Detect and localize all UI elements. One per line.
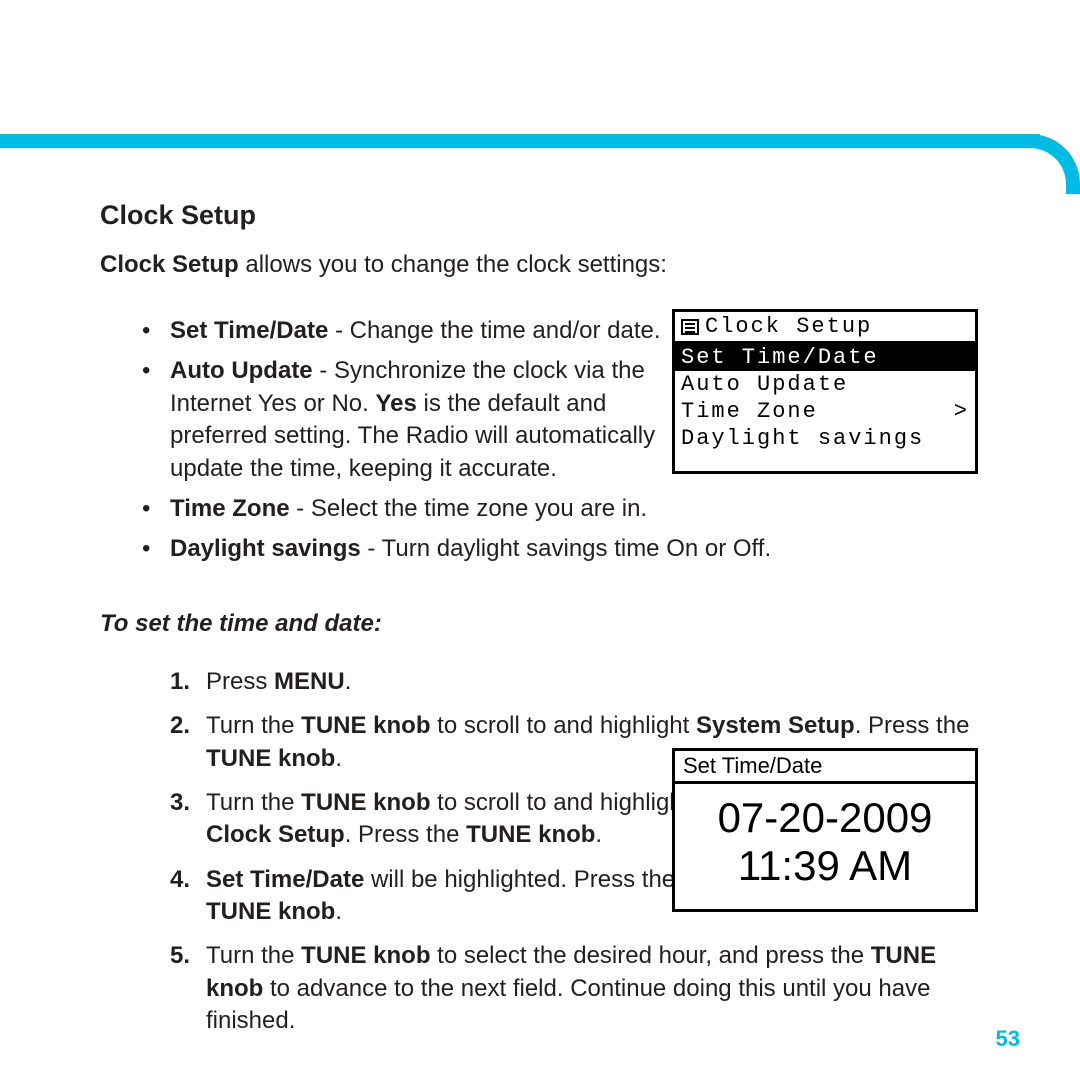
step-bold: TUNE knob — [301, 942, 430, 969]
step-text: . — [335, 898, 342, 925]
bullet-label: Set Time/Date — [170, 317, 328, 344]
step-5: 5. Turn the TUNE knob to select the desi… — [170, 940, 980, 1037]
lcd-clock-value: 11:39 AM — [679, 842, 971, 890]
lcd-menu-row-label: Set Time/Date — [681, 345, 879, 370]
step-text: . — [345, 668, 352, 695]
step-bold: TUNE knob — [466, 821, 595, 848]
step-bold: TUNE knob — [301, 789, 430, 816]
header-rule — [0, 134, 1040, 148]
bullet-label: Daylight savings — [170, 535, 361, 562]
header-curve — [1020, 134, 1080, 194]
step-text: Turn the — [206, 942, 301, 969]
lcd-menu-row-set-time: Set Time/Date — [675, 344, 975, 371]
step-text: Turn the — [206, 712, 301, 739]
step-text: Press — [206, 668, 274, 695]
intro-text: Clock Setup allows you to change the clo… — [100, 251, 980, 279]
step-text: . — [335, 745, 342, 772]
lcd-date-value: 07-20-2009 — [679, 794, 971, 842]
step-bold: TUNE knob — [206, 898, 335, 925]
bullet-label: Auto Update — [170, 357, 313, 384]
step-text: to scroll to and highlight — [430, 789, 689, 816]
bullet-text: - Turn daylight savings time On or Off. — [361, 535, 771, 562]
bullet-daylight: Daylight savings - Turn daylight savings… — [170, 533, 980, 565]
step-number: 4. — [170, 864, 190, 896]
lcd-menu-row-label: Time Zone — [681, 399, 818, 424]
section-title: Clock Setup — [100, 200, 980, 231]
lcd-menu-row-daylight: Daylight savings — [675, 425, 975, 471]
step-text: will be highlighted. Press the — [364, 866, 675, 893]
step-bold: TUNE knob — [206, 745, 335, 772]
step-text: Turn the — [206, 789, 301, 816]
lcd-menu-row-label: Auto Update — [681, 372, 848, 397]
step-text: . Press the — [345, 821, 466, 848]
step-bold: TUNE knob — [301, 712, 430, 739]
step-number: 1. — [170, 666, 190, 698]
lcd-time-body: 07-20-2009 11:39 AM — [675, 784, 975, 909]
step-number: 2. — [170, 710, 190, 742]
bullet-text: - Select the time zone you are in. — [290, 495, 648, 522]
step-1: 1. Press MENU. — [170, 666, 980, 698]
intro-rest: allows you to change the clock settings: — [239, 251, 667, 278]
bullet-label: Time Zone — [170, 495, 290, 522]
lcd-menu-row-suffix: > — [954, 399, 969, 424]
lcd-set-time-date: Set Time/Date 07-20-2009 11:39 AM — [672, 748, 978, 912]
step-text: . — [595, 821, 602, 848]
list-icon — [681, 319, 699, 335]
bullet-set-time: Set Time/Date - Change the time and/or d… — [170, 315, 710, 347]
step-bold: Clock Setup — [206, 821, 345, 848]
step-text: . Press the — [855, 712, 970, 739]
step-text: to scroll to and highlight — [430, 712, 696, 739]
lcd-menu-title-row: Clock Setup — [675, 312, 975, 344]
lcd-clock-setup-menu: Clock Setup Set Time/Date Auto Update Ti… — [672, 309, 978, 474]
bullet-bold2: Yes — [375, 390, 416, 417]
step-bold: Set Time/Date — [206, 866, 364, 893]
step-text: to select the desired hour, and press th… — [430, 942, 870, 969]
page-number: 53 — [996, 1026, 1020, 1052]
step-text: to advance to the next field. Continue d… — [206, 975, 930, 1034]
step-4: 4. Set Time/Date will be highlighted. Pr… — [170, 864, 700, 929]
lcd-menu-row-time-zone: Time Zone > — [675, 398, 975, 425]
step-3: 3. Turn the TUNE knob to scroll to and h… — [170, 787, 700, 852]
step-bold: System Setup — [696, 712, 855, 739]
lcd-time-title: Set Time/Date — [675, 751, 975, 784]
step-bold: MENU — [274, 668, 345, 695]
bullet-text: - Change the time and/or date. — [328, 317, 660, 344]
step-number: 3. — [170, 787, 190, 819]
bullet-auto-update: Auto Update - Synchronize the clock via … — [170, 355, 710, 485]
lcd-menu-row-auto-update: Auto Update — [675, 371, 975, 398]
intro-bold: Clock Setup — [100, 251, 239, 278]
procedure-heading: To set the time and date: — [100, 610, 980, 638]
lcd-menu-title-text: Clock Setup — [705, 314, 872, 339]
bullet-time-zone: Time Zone - Select the time zone you are… — [170, 493, 980, 525]
step-number: 5. — [170, 940, 190, 972]
lcd-menu-row-label: Daylight savings — [681, 426, 924, 451]
